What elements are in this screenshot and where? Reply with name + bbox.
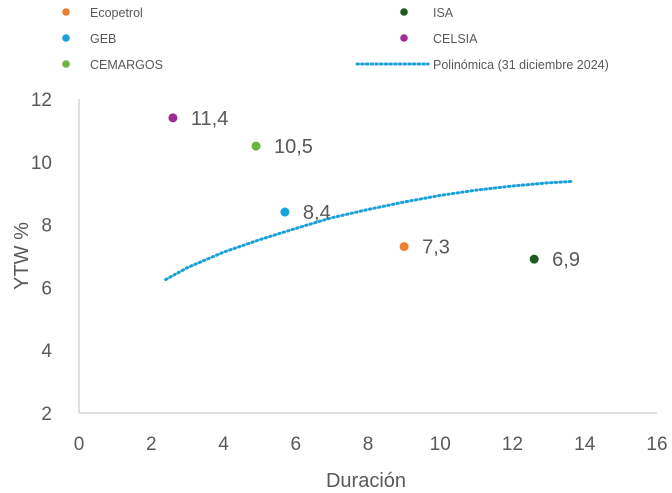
y-tick-label: 6 — [41, 278, 52, 299]
x-tick-label: 16 — [646, 434, 667, 455]
legend-label-isa: ISA — [433, 6, 454, 20]
data-label-cemargos: 10,5 — [274, 136, 313, 158]
legend-label-ecopetrol: Ecopetrol — [90, 6, 143, 20]
x-tick-label: 6 — [290, 434, 301, 455]
data-label-ecopetrol: 7,3 — [422, 237, 450, 259]
x-axis-title: Duración — [326, 470, 406, 492]
legend-label-polin-mica-31-diciembre-2024: Polinómica (31 diciembre 2024) — [433, 58, 609, 72]
data-point-geb — [280, 207, 290, 217]
legend-label-celsia: CELSIA — [433, 32, 478, 46]
data-point-ecopetrol — [399, 242, 409, 252]
data-point-cemargos — [251, 141, 261, 151]
legend: Ecopetrol ISA GEB CELSIA CEMARGOS Polinómica … — [62, 6, 609, 72]
y-tick-label: 10 — [31, 153, 52, 174]
x-tick-label: 14 — [574, 434, 596, 455]
y-tick-label: 8 — [41, 216, 52, 237]
legend-marker-geb — [62, 34, 70, 42]
x-tick-label: 12 — [502, 434, 523, 455]
y-tick-label: 12 — [31, 90, 52, 111]
y-axis-title: YTW % — [11, 222, 33, 290]
y-tick-label: 4 — [41, 341, 52, 362]
axes: 0 2 4 6 8 10 12 14 16 2 4 6 8 10 12 — [31, 90, 668, 455]
data-point-celsia — [168, 113, 178, 123]
x-tick-label: 2 — [146, 434, 157, 455]
data-label-geb: 8,4 — [303, 202, 331, 224]
legend-label-cemargos: CEMARGOS — [90, 58, 163, 72]
data-point-isa — [529, 254, 539, 264]
legend-label-geb: GEB — [90, 32, 116, 46]
trendline-layer — [164, 179, 576, 282]
y-tick-label: 2 — [41, 404, 52, 425]
legend-marker-isa — [400, 8, 408, 16]
points-layer: 7,3 6,9 8,4 11,4 10,5 — [168, 108, 580, 271]
data-label-isa: 6,9 — [552, 249, 580, 271]
legend-marker-cemargos — [62, 60, 70, 68]
x-tick-label: 10 — [430, 434, 451, 455]
x-tick-label: 0 — [74, 434, 85, 455]
legend-marker-celsia — [400, 34, 408, 42]
data-label-celsia: 11,4 — [191, 108, 228, 130]
x-tick-label: 8 — [363, 434, 374, 455]
legend-marker-ecopetrol — [62, 8, 70, 16]
x-tick-label: 4 — [218, 434, 229, 455]
trendline-polynomial — [164, 179, 576, 282]
